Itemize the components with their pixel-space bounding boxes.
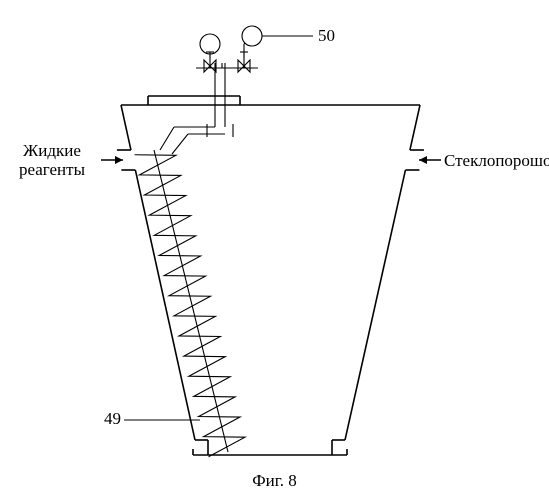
- label-coil-ref: 49: [104, 410, 121, 429]
- label-gauge-ref: 50: [318, 27, 335, 46]
- label-left-input: Жидкие реагенты: [12, 142, 92, 179]
- figure-caption: Фиг. 8: [0, 472, 549, 491]
- label-right-input: Стеклопорошок: [444, 152, 549, 171]
